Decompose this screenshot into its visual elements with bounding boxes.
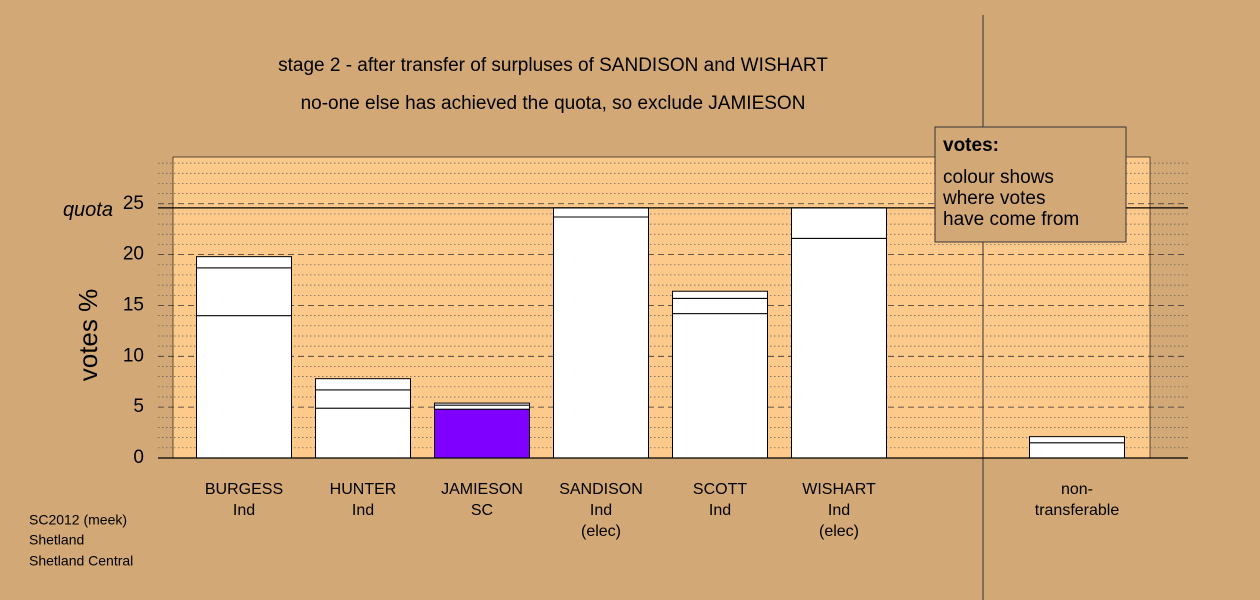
x-tick-label: non-transferable [1035, 481, 1120, 519]
bar-segment [434, 408, 530, 459]
x-tick-label-line: JAMIESON [441, 481, 523, 498]
bar-segment [196, 267, 292, 317]
x-tick-label-line: Ind [709, 502, 731, 519]
bar-segment [553, 216, 649, 459]
footer-text: SC2012 (meek) [29, 512, 127, 528]
x-tick-label-line: Ind [828, 502, 850, 519]
bar-segment [196, 256, 292, 269]
x-tick-label-line: Ind [352, 502, 374, 519]
bar-segment [315, 407, 411, 459]
x-tick-label-line: HUNTER [330, 481, 397, 498]
bar-segment [791, 237, 887, 459]
bar-segment [315, 378, 411, 391]
x-tick-label: HUNTER Ind [330, 481, 397, 519]
bar-segment [315, 389, 411, 409]
bar-segment [1029, 442, 1125, 459]
chart-subtitle: no-one else has achieved the quota, so e… [301, 93, 806, 114]
y-tick-label: 10 [123, 345, 144, 366]
x-tick-label-line: SCOTT [693, 481, 747, 498]
bar-segment [196, 315, 292, 459]
y-tick-label: 25 [123, 193, 144, 214]
footer-text: Shetland Central [29, 553, 133, 569]
x-tick-label-line: transferable [1035, 502, 1120, 519]
legend-title: votes: [943, 135, 999, 156]
x-tick-label-line: (elec) [819, 523, 859, 540]
bar-segment [791, 207, 887, 239]
x-tick-label-line: SC [471, 502, 493, 519]
legend-text: colour shows [943, 167, 1054, 188]
x-tick-label-line: (elec) [581, 523, 621, 540]
x-tick-label: SCOTT Ind [693, 481, 747, 519]
x-tick-label-line: non- [1061, 481, 1093, 498]
bar-segment [434, 402, 530, 406]
y-axis-label: votes % [73, 289, 103, 382]
legend-text: where votes [942, 188, 1045, 209]
x-tick-label-line: Ind [233, 502, 255, 519]
bar-segment [672, 313, 768, 459]
x-tick-label: BURGESS Ind [205, 481, 283, 519]
x-tick-label: WISHART Ind (elec) [802, 481, 876, 540]
bar-segment [553, 207, 649, 218]
legend-text: have come from [943, 209, 1079, 230]
x-tick-label: SANDISON Ind (elec) [559, 481, 643, 540]
y-tick-label: 15 [123, 294, 144, 315]
legend-box [934, 126, 1127, 243]
bar-segment [672, 290, 768, 299]
x-tick-label-line: WISHART [802, 481, 876, 498]
x-tick-label: JAMIESON SC [441, 481, 523, 519]
y-tick-label: 5 [133, 396, 144, 417]
quota-label: quota [63, 199, 113, 221]
bar-segment [1029, 436, 1125, 444]
bar-segment [434, 404, 530, 410]
x-tick-label-line: BURGESS [205, 481, 283, 498]
bar-segment [672, 297, 768, 315]
y-tick-label: 20 [123, 244, 144, 265]
x-tick-label-line: SANDISON [559, 481, 643, 498]
x-tick-label-line: Ind [590, 502, 612, 519]
y-tick-label: 0 [133, 447, 144, 468]
chart-title: stage 2 - after transfer of surpluses of… [278, 55, 828, 76]
footer-text: Shetland [29, 532, 84, 548]
